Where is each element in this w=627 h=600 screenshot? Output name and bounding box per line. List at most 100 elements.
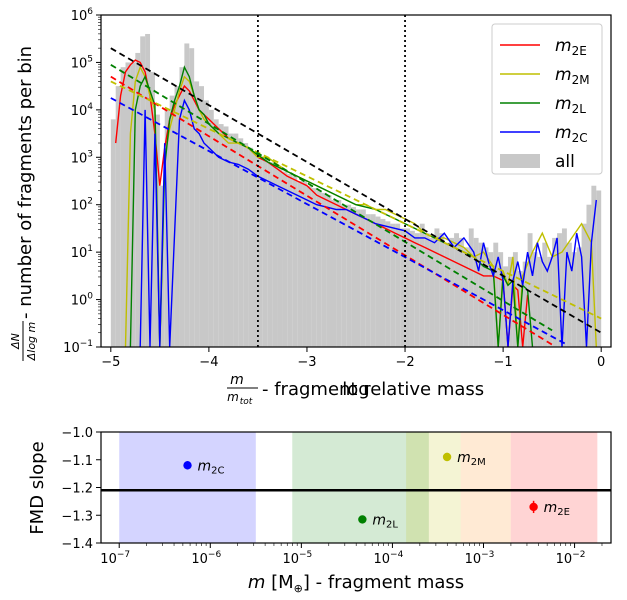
- series-lines: [115, 59, 597, 347]
- histogram-bar: [336, 199, 342, 347]
- fit-line-m2C: [110, 97, 568, 346]
- y-tick-label: −1.1: [61, 454, 93, 469]
- histogram-bar: [424, 233, 430, 347]
- histogram-bar: [223, 126, 229, 347]
- slope-point-2E: [529, 502, 538, 512]
- y-tick-label: 104: [71, 102, 94, 119]
- mass-band: [510, 432, 598, 543]
- histogram-bar: [228, 133, 234, 347]
- series-line-m2E: [115, 59, 529, 347]
- x-tick-label: −5: [101, 355, 120, 370]
- histogram-bar: [233, 133, 239, 347]
- histogram-bar: [454, 233, 459, 347]
- bottom-y-ticks: −1.0 −1.1 −1.2 −1.3 −1.4: [61, 426, 101, 552]
- slope-point-2C: [183, 461, 192, 470]
- x-tick-label: 10−7: [100, 550, 130, 567]
- histogram-bar: [174, 86, 180, 347]
- histogram-bar: [267, 162, 273, 347]
- histogram-bar: [429, 237, 435, 347]
- histogram-all: [110, 33, 602, 347]
- legend-swatch-all: [500, 154, 540, 168]
- legend-label: all: [555, 152, 575, 172]
- bottom-x-ticks: 10−7 10−6 10−5 10−4 10−3 10−2: [100, 543, 603, 567]
- histogram-bar: [140, 36, 146, 347]
- bottom-x-label: m [M⊕] - fragment mass: [248, 572, 464, 595]
- histogram-bar: [199, 86, 204, 347]
- top-axes-frame: [100, 14, 612, 348]
- y-tick-label: −1.3: [61, 509, 93, 524]
- mass-band: [119, 432, 256, 543]
- mass-band: [460, 432, 511, 543]
- histogram-bar: [468, 228, 474, 347]
- fit-lines: [110, 47, 602, 346]
- histogram-bar: [287, 173, 293, 347]
- histogram-bar: [405, 228, 410, 347]
- y-tick-label: 103: [71, 149, 93, 166]
- x-tick-label: 10−5: [282, 550, 312, 567]
- histogram-bar: [189, 48, 195, 347]
- histogram-bar: [508, 256, 513, 347]
- histogram-bar: [488, 252, 494, 347]
- histogram-bar: [169, 95, 175, 347]
- histogram-bar: [537, 256, 543, 347]
- histogram-bar: [272, 164, 278, 347]
- histogram-bar: [316, 190, 322, 347]
- histogram-bar: [277, 166, 283, 347]
- histogram-bar: [390, 223, 396, 347]
- histogram-bar: [120, 67, 126, 347]
- y-tick-label: 105: [71, 54, 93, 71]
- histogram-bar: [253, 152, 258, 347]
- histogram-bar: [478, 242, 484, 347]
- histogram-bar: [581, 223, 587, 347]
- svg-text:- number of fragments per bin: - number of fragments per bin: [15, 46, 36, 319]
- mass-band: [292, 432, 429, 543]
- histogram-bar: [356, 209, 361, 347]
- histogram-bar: [370, 214, 376, 347]
- histogram-bar: [351, 207, 356, 347]
- svg-text:tot: tot: [240, 397, 253, 407]
- histogram-bar: [439, 233, 445, 347]
- histogram-bar: [449, 237, 455, 347]
- histogram-bar: [282, 171, 288, 347]
- x-tick-label: 10−4: [374, 550, 404, 567]
- x-tick-label: −1: [494, 355, 513, 370]
- histogram-bar: [547, 256, 553, 347]
- fit-line-all: [110, 47, 602, 334]
- svg-text:m: m: [230, 372, 244, 388]
- histogram-bar: [208, 109, 214, 347]
- histogram-bar: [125, 62, 131, 347]
- histogram-bar: [145, 33, 151, 347]
- top-y-label: ΔN Δlog m - number of fragments per bin: [9, 46, 38, 361]
- histogram-bar: [194, 81, 200, 347]
- histogram-bar: [380, 218, 386, 347]
- histogram-bar: [458, 237, 464, 347]
- histogram-bar: [483, 247, 489, 347]
- histogram-bar: [326, 195, 332, 347]
- histogram-bar: [297, 181, 303, 347]
- histogram-bar: [596, 190, 602, 347]
- histogram-bar: [203, 100, 209, 347]
- fit-line-m2E: [110, 75, 553, 346]
- histogram-bar: [213, 119, 219, 347]
- histogram-bar: [331, 199, 337, 347]
- mass-band: [406, 432, 461, 543]
- fmd-histogram-panel: −5 −4 −3 −2 −1 0 10−1 100 101 102 103 104 105 106 lo…: [9, 7, 612, 407]
- x-tick-label: −2: [395, 355, 414, 370]
- histogram-bar: [400, 228, 406, 347]
- top-x-label-fraction: m m tot: [227, 372, 258, 407]
- histogram-bar: [306, 185, 312, 347]
- mass-bands: [119, 432, 598, 543]
- top-y-ticks: 10−1 100 101 102 103 104 105 106: [63, 7, 101, 356]
- fit-line-m2M: [110, 80, 602, 320]
- histogram-bar: [552, 237, 558, 347]
- series-line-m2L: [129, 65, 534, 347]
- slope-point-2M: [442, 452, 452, 462]
- histogram-bar: [409, 230, 415, 347]
- bottom-y-label: FMD slope: [27, 441, 48, 534]
- y-tick-label: 100: [71, 292, 94, 309]
- legend-box: [491, 23, 603, 175]
- y-tick-label: 106: [71, 7, 94, 24]
